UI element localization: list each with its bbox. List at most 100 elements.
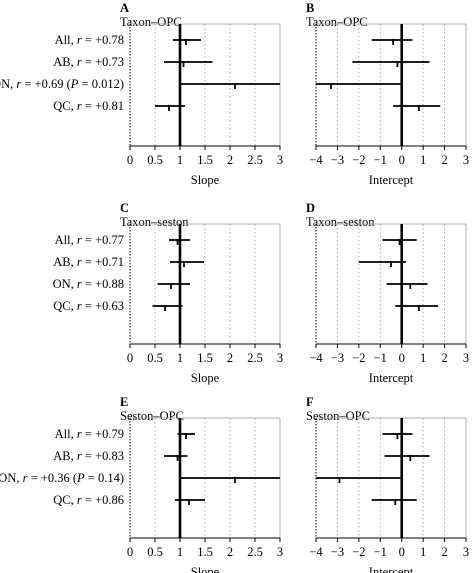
panel-letter: B bbox=[306, 1, 314, 15]
row-label-paren: ( bbox=[70, 471, 77, 485]
row-label-p-value: = 0.012) bbox=[78, 77, 124, 91]
x-tick-label: 1 bbox=[420, 153, 426, 167]
row-label-r-value: = +0.79 bbox=[82, 427, 124, 441]
x-tick-label: −3 bbox=[331, 545, 344, 559]
panel-title: Taxon–seston bbox=[120, 215, 189, 229]
row-label-r-value: = +0.81 bbox=[82, 99, 124, 113]
x-tick-label: −2 bbox=[352, 153, 365, 167]
row-label-r: r bbox=[77, 299, 82, 313]
x-tick-label: 1 bbox=[177, 351, 183, 365]
row-label-group: ON, bbox=[0, 77, 16, 91]
row-label-r: r bbox=[77, 55, 82, 69]
row-label: All, r = +0.77 bbox=[55, 233, 124, 247]
x-tick-label: 1 bbox=[420, 351, 426, 365]
x-tick-label: 3 bbox=[277, 545, 283, 559]
row-label-r-value: = +0.71 bbox=[82, 255, 124, 269]
x-axis-label: Intercept bbox=[369, 173, 414, 187]
panel-letter: D bbox=[306, 201, 315, 215]
x-tick-label: 2 bbox=[441, 545, 447, 559]
row-label-r: r bbox=[77, 277, 82, 291]
x-tick-label: 2 bbox=[227, 351, 233, 365]
row-label-group: All, bbox=[55, 33, 77, 47]
x-axis-label: Intercept bbox=[369, 371, 414, 385]
row-label: ON, r = +0.36 (P = 0.14) bbox=[0, 471, 124, 485]
row-label: QC, r = +0.81 bbox=[53, 99, 124, 113]
row-label-p: P bbox=[70, 77, 79, 91]
x-tick-label: 0 bbox=[399, 545, 405, 559]
x-tick-label: 1 bbox=[177, 153, 183, 167]
panel-letter: A bbox=[120, 1, 129, 15]
x-tick-label: 2.5 bbox=[247, 351, 263, 365]
x-tick-label: 0 bbox=[127, 153, 133, 167]
row-label: AB, r = +0.73 bbox=[53, 55, 124, 69]
panel-title: Seston–OPC bbox=[120, 409, 184, 423]
row-label-r: r bbox=[77, 233, 82, 247]
row-label-p-value: = 0.14) bbox=[85, 471, 124, 485]
x-tick-label: −2 bbox=[352, 545, 365, 559]
row-label-r: r bbox=[23, 471, 28, 485]
x-tick-label: 3 bbox=[463, 545, 469, 559]
panel-title: Taxon–OPC bbox=[120, 15, 182, 29]
row-label-group: AB, bbox=[53, 449, 77, 463]
x-tick-label: −2 bbox=[352, 351, 365, 365]
x-tick-label: 1 bbox=[420, 545, 426, 559]
panel-letter: E bbox=[120, 395, 128, 409]
x-tick-label: 1.5 bbox=[197, 545, 213, 559]
x-tick-label: −1 bbox=[374, 351, 387, 365]
row-label-group: AB, bbox=[53, 255, 77, 269]
row-label-group: All, bbox=[55, 427, 77, 441]
x-tick-label: 0.5 bbox=[147, 153, 163, 167]
x-tick-label: 1.5 bbox=[197, 153, 213, 167]
panel-title: Taxon–OPC bbox=[306, 15, 368, 29]
x-tick-label: 1.5 bbox=[197, 351, 213, 365]
x-axis-label: Slope bbox=[191, 371, 220, 385]
x-axis-label: Intercept bbox=[369, 565, 414, 573]
panel-letter: C bbox=[120, 201, 129, 215]
row-label-r: r bbox=[77, 255, 82, 269]
x-tick-label: −4 bbox=[309, 545, 323, 559]
row-label-r-value: = +0.36 bbox=[27, 471, 69, 485]
x-tick-label: 2 bbox=[227, 545, 233, 559]
row-label-r: r bbox=[77, 427, 82, 441]
x-tick-label: 0.5 bbox=[147, 545, 163, 559]
x-axis-label: Slope bbox=[191, 565, 220, 573]
x-tick-label: −4 bbox=[309, 351, 323, 365]
row-label-r-value: = +0.78 bbox=[82, 33, 124, 47]
row-label-p: P bbox=[76, 471, 85, 485]
row-label-r-value: = +0.83 bbox=[82, 449, 124, 463]
row-label-group: ON, bbox=[0, 471, 23, 485]
x-tick-label: 3 bbox=[277, 153, 283, 167]
x-tick-label: 2.5 bbox=[247, 545, 263, 559]
panel-title: Seston–OPC bbox=[306, 409, 370, 423]
x-tick-label: 2 bbox=[441, 153, 447, 167]
x-tick-label: 2 bbox=[441, 351, 447, 365]
row-label-r-value: = +0.73 bbox=[82, 55, 124, 69]
row-label: AB, r = +0.83 bbox=[53, 449, 124, 463]
row-label-r: r bbox=[77, 449, 82, 463]
row-label-group: AB, bbox=[53, 55, 77, 69]
row-label-group: ON, bbox=[53, 277, 77, 291]
row-label: QC, r = +0.86 bbox=[53, 493, 124, 507]
row-label-group: All, bbox=[55, 233, 77, 247]
x-tick-label: −3 bbox=[331, 153, 344, 167]
row-label: QC, r = +0.63 bbox=[53, 299, 124, 313]
x-axis-label: Slope bbox=[191, 173, 220, 187]
x-tick-label: 2.5 bbox=[247, 153, 263, 167]
row-label-group: QC, bbox=[53, 299, 77, 313]
x-tick-label: −3 bbox=[331, 351, 344, 365]
x-tick-label: 1 bbox=[177, 545, 183, 559]
row-label: AB, r = +0.71 bbox=[53, 255, 124, 269]
x-tick-label: 3 bbox=[277, 351, 283, 365]
row-label: All, r = +0.78 bbox=[55, 33, 124, 47]
row-label-group: QC, bbox=[53, 99, 77, 113]
x-tick-label: 3 bbox=[463, 153, 469, 167]
row-label-r-value: = +0.63 bbox=[82, 299, 124, 313]
x-tick-label: 3 bbox=[463, 351, 469, 365]
row-label: ON, r = +0.69 (P = 0.012) bbox=[0, 77, 124, 91]
row-label-r: r bbox=[16, 77, 21, 91]
